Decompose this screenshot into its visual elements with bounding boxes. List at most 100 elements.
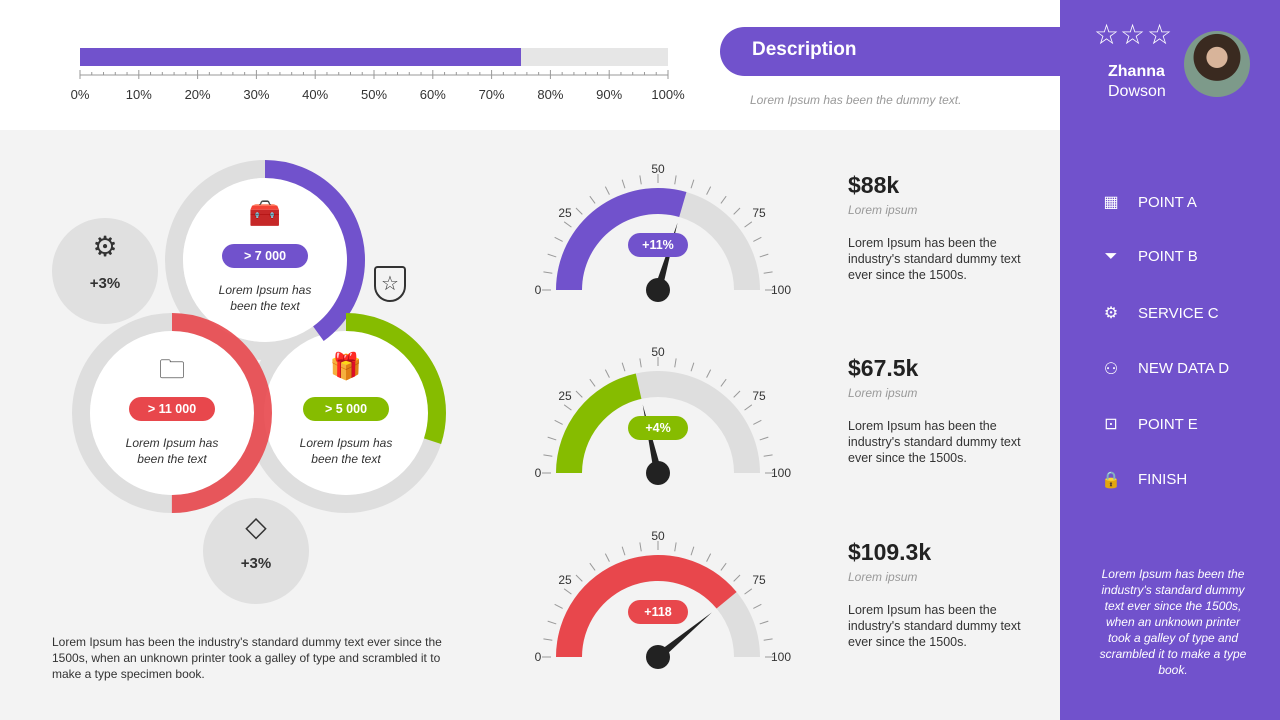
gauge-scale-label: 75 <box>752 573 766 587</box>
gauge-change-badge: +4% <box>628 416 688 440</box>
users-icon: ⚇ <box>1103 360 1119 378</box>
sidebar-item-label: POINT B <box>1138 248 1198 265</box>
metric-text: Lorem Ipsum has been the industry's stan… <box>848 236 1021 282</box>
gauge-scale-label: 100 <box>771 466 791 480</box>
shield-star-icon: ☆ <box>374 266 406 302</box>
progress-tick-label: 50% <box>361 87 387 102</box>
progress-tick-label: 0% <box>71 87 90 102</box>
sidebar-item-label: NEW DATA D <box>1138 360 1230 377</box>
gauge-tick <box>753 236 762 242</box>
progress-tick-label: 90% <box>596 87 622 102</box>
gauge-tick <box>575 390 583 398</box>
gauge-tick <box>674 175 677 185</box>
gauge-tick <box>706 553 712 562</box>
gauge-scale-label: 75 <box>752 206 766 220</box>
gauge-fill <box>556 373 642 473</box>
gauge-tick <box>720 378 727 387</box>
gauge-tick <box>563 588 572 595</box>
gauge-scale-label: 25 <box>558 573 572 587</box>
gear-icon: ⚙ <box>92 231 118 262</box>
diamond-icon: ◇ <box>245 511 267 542</box>
gift-icon: 🎁 <box>329 351 363 381</box>
gauge-tick <box>690 362 695 372</box>
gauge-tick <box>604 186 610 195</box>
progress-tick-label: 10% <box>126 87 152 102</box>
gauge-tick <box>639 358 642 368</box>
rating-star-icon[interactable]: ☆ <box>1094 19 1120 50</box>
ring-progress-arc <box>246 313 446 513</box>
metric-text: Lorem Ipsum has been the industry's stan… <box>848 419 1021 465</box>
profile-first-name: Zhanna <box>1108 63 1165 80</box>
sidebar-item-service-c[interactable]: ⚙ SERVICE C <box>1100 303 1219 323</box>
gauge-metric: $109.3k Lorem ipsum Lorem Ipsum has been t… <box>848 539 1028 650</box>
gauge-scale-label: 0 <box>535 466 542 480</box>
sidebar-text: Lorem Ipsum has been the industry's stan… <box>1099 567 1247 677</box>
gauge-tick <box>733 574 741 582</box>
sidebar-item-point-e[interactable]: ⊡ POINT E <box>1100 414 1198 434</box>
sidebar-item-point-a[interactable]: ▦ POINT A <box>1100 192 1197 212</box>
sidebar-item-label: POINT E <box>1138 415 1198 433</box>
gauge-scale-label: 25 <box>558 389 572 403</box>
progress-tick-label: 60% <box>420 87 446 102</box>
gauge-fill <box>556 555 737 657</box>
gauge-metric: $67.5k Lorem ipsum Lorem Ipsum has been th… <box>848 355 1028 466</box>
gauge-tick <box>543 271 553 274</box>
ring-progress-arc <box>165 160 365 360</box>
gauge-hub <box>646 461 670 485</box>
calendar-icon: ▦ <box>1103 194 1119 211</box>
gauge-tick <box>744 588 753 595</box>
avatar <box>1184 31 1250 97</box>
gauge-tick <box>547 436 557 441</box>
gear-icon: ⚙ <box>1103 305 1119 322</box>
gauge-metric: $88k Lorem ipsum Lorem Ipsum has been the … <box>848 172 1028 283</box>
gauge-tick <box>554 419 563 425</box>
rating-star-icon[interactable]: ☆ <box>1147 19 1173 50</box>
gauge-scale-label: 50 <box>651 162 665 176</box>
sidebar-item-new-data-d[interactable]: ⚇ NEW DATA D <box>1100 359 1229 379</box>
sidebar-item-label: SERVICE C <box>1138 304 1219 322</box>
profile-last-name: Dowson <box>1108 83 1166 100</box>
gauge-scale-label: 0 <box>535 650 542 664</box>
gauge-tick <box>639 542 642 552</box>
sidebar-item-label: POINT A <box>1138 193 1197 211</box>
gauge-tick <box>575 207 583 215</box>
gauge-tick <box>706 186 712 195</box>
gauge-tick <box>733 390 741 398</box>
metric-value: $67.5k <box>848 355 919 381</box>
gauge-tick <box>720 562 727 571</box>
gauge-tick <box>763 271 773 274</box>
sidebar-item-point-b[interactable]: ⏷ POINT B <box>1100 248 1198 266</box>
progress-tick-label: 20% <box>185 87 211 102</box>
gauge-needle <box>655 612 712 661</box>
stat-bubble-value: +3% <box>240 555 272 572</box>
gauge-tick <box>690 546 695 556</box>
metric-subtitle: Lorem ipsum <box>848 386 918 400</box>
folder-search-icon: 🗀 <box>158 354 185 384</box>
gauge-tick <box>759 253 769 258</box>
ring-progress-arc <box>72 313 272 513</box>
gauge-scale-label: 50 <box>651 529 665 543</box>
gauge-tick <box>589 195 596 204</box>
value-badge: > 5 000 <box>303 397 389 421</box>
gauge-tick <box>575 574 583 582</box>
gauge-tick <box>547 620 557 625</box>
toolbox-icon: ⊡ <box>1104 416 1118 433</box>
toolbox-icon: 🧰 <box>248 198 282 228</box>
gauge-hub <box>646 645 670 669</box>
gauge-tick <box>639 175 642 185</box>
gauge-tick <box>744 404 753 411</box>
funnel-icon: ⏷ <box>1104 247 1118 265</box>
stat-bubble: ◇ +3% <box>203 498 309 604</box>
sidebar-item-finish[interactable]: 🔒 FINISH <box>1100 470 1187 490</box>
gauge-tick <box>674 358 677 368</box>
progress-tick-label: 70% <box>479 87 505 102</box>
progress-tick-label: 30% <box>243 87 269 102</box>
gauge-scale-label: 50 <box>651 345 665 359</box>
rating-star-icon[interactable]: ☆ <box>1120 19 1146 50</box>
gauge-tick <box>674 542 677 552</box>
sidebar: ☆ ☆ ☆ Zhanna Dowson ▦ POINT A ⏷ POINT B ⚙ SER… <box>1060 0 1280 720</box>
metric-subtitle: Lorem ipsum <box>848 570 918 584</box>
metric-value: $88k <box>848 172 900 198</box>
metric-subtitle: Lorem ipsum <box>848 203 918 217</box>
gauge-scale-label: 25 <box>558 206 572 220</box>
